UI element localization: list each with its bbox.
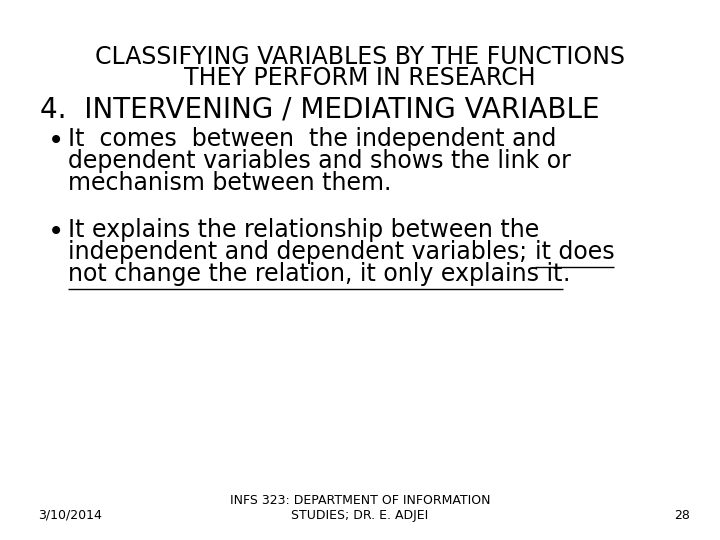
Text: 28: 28 bbox=[674, 509, 690, 522]
Text: CLASSIFYING VARIABLES BY THE FUNCTIONS: CLASSIFYING VARIABLES BY THE FUNCTIONS bbox=[95, 45, 625, 69]
Text: It explains the relationship between the: It explains the relationship between the bbox=[68, 218, 539, 242]
Text: it does: it does bbox=[535, 240, 614, 264]
Text: It  comes  between  the independent and: It comes between the independent and bbox=[68, 127, 557, 151]
Text: INFS 323: DEPARTMENT OF INFORMATION
STUDIES; DR. E. ADJEI: INFS 323: DEPARTMENT OF INFORMATION STUD… bbox=[230, 494, 490, 522]
Text: independent and dependent variables;: independent and dependent variables; bbox=[68, 240, 535, 264]
Text: 3/10/2014: 3/10/2014 bbox=[38, 509, 102, 522]
Text: .: . bbox=[562, 262, 570, 286]
Text: mechanism between them.: mechanism between them. bbox=[68, 171, 392, 195]
Text: dependent variables and shows the link or: dependent variables and shows the link o… bbox=[68, 149, 571, 173]
Text: •: • bbox=[48, 218, 64, 246]
Text: •: • bbox=[48, 127, 64, 155]
Text: THEY PERFORM IN RESEARCH: THEY PERFORM IN RESEARCH bbox=[184, 66, 536, 90]
Text: not change the relation, it only explains it: not change the relation, it only explain… bbox=[68, 262, 562, 286]
Text: 4.  INTERVENING / MEDIATING VARIABLE: 4. INTERVENING / MEDIATING VARIABLE bbox=[40, 96, 600, 124]
